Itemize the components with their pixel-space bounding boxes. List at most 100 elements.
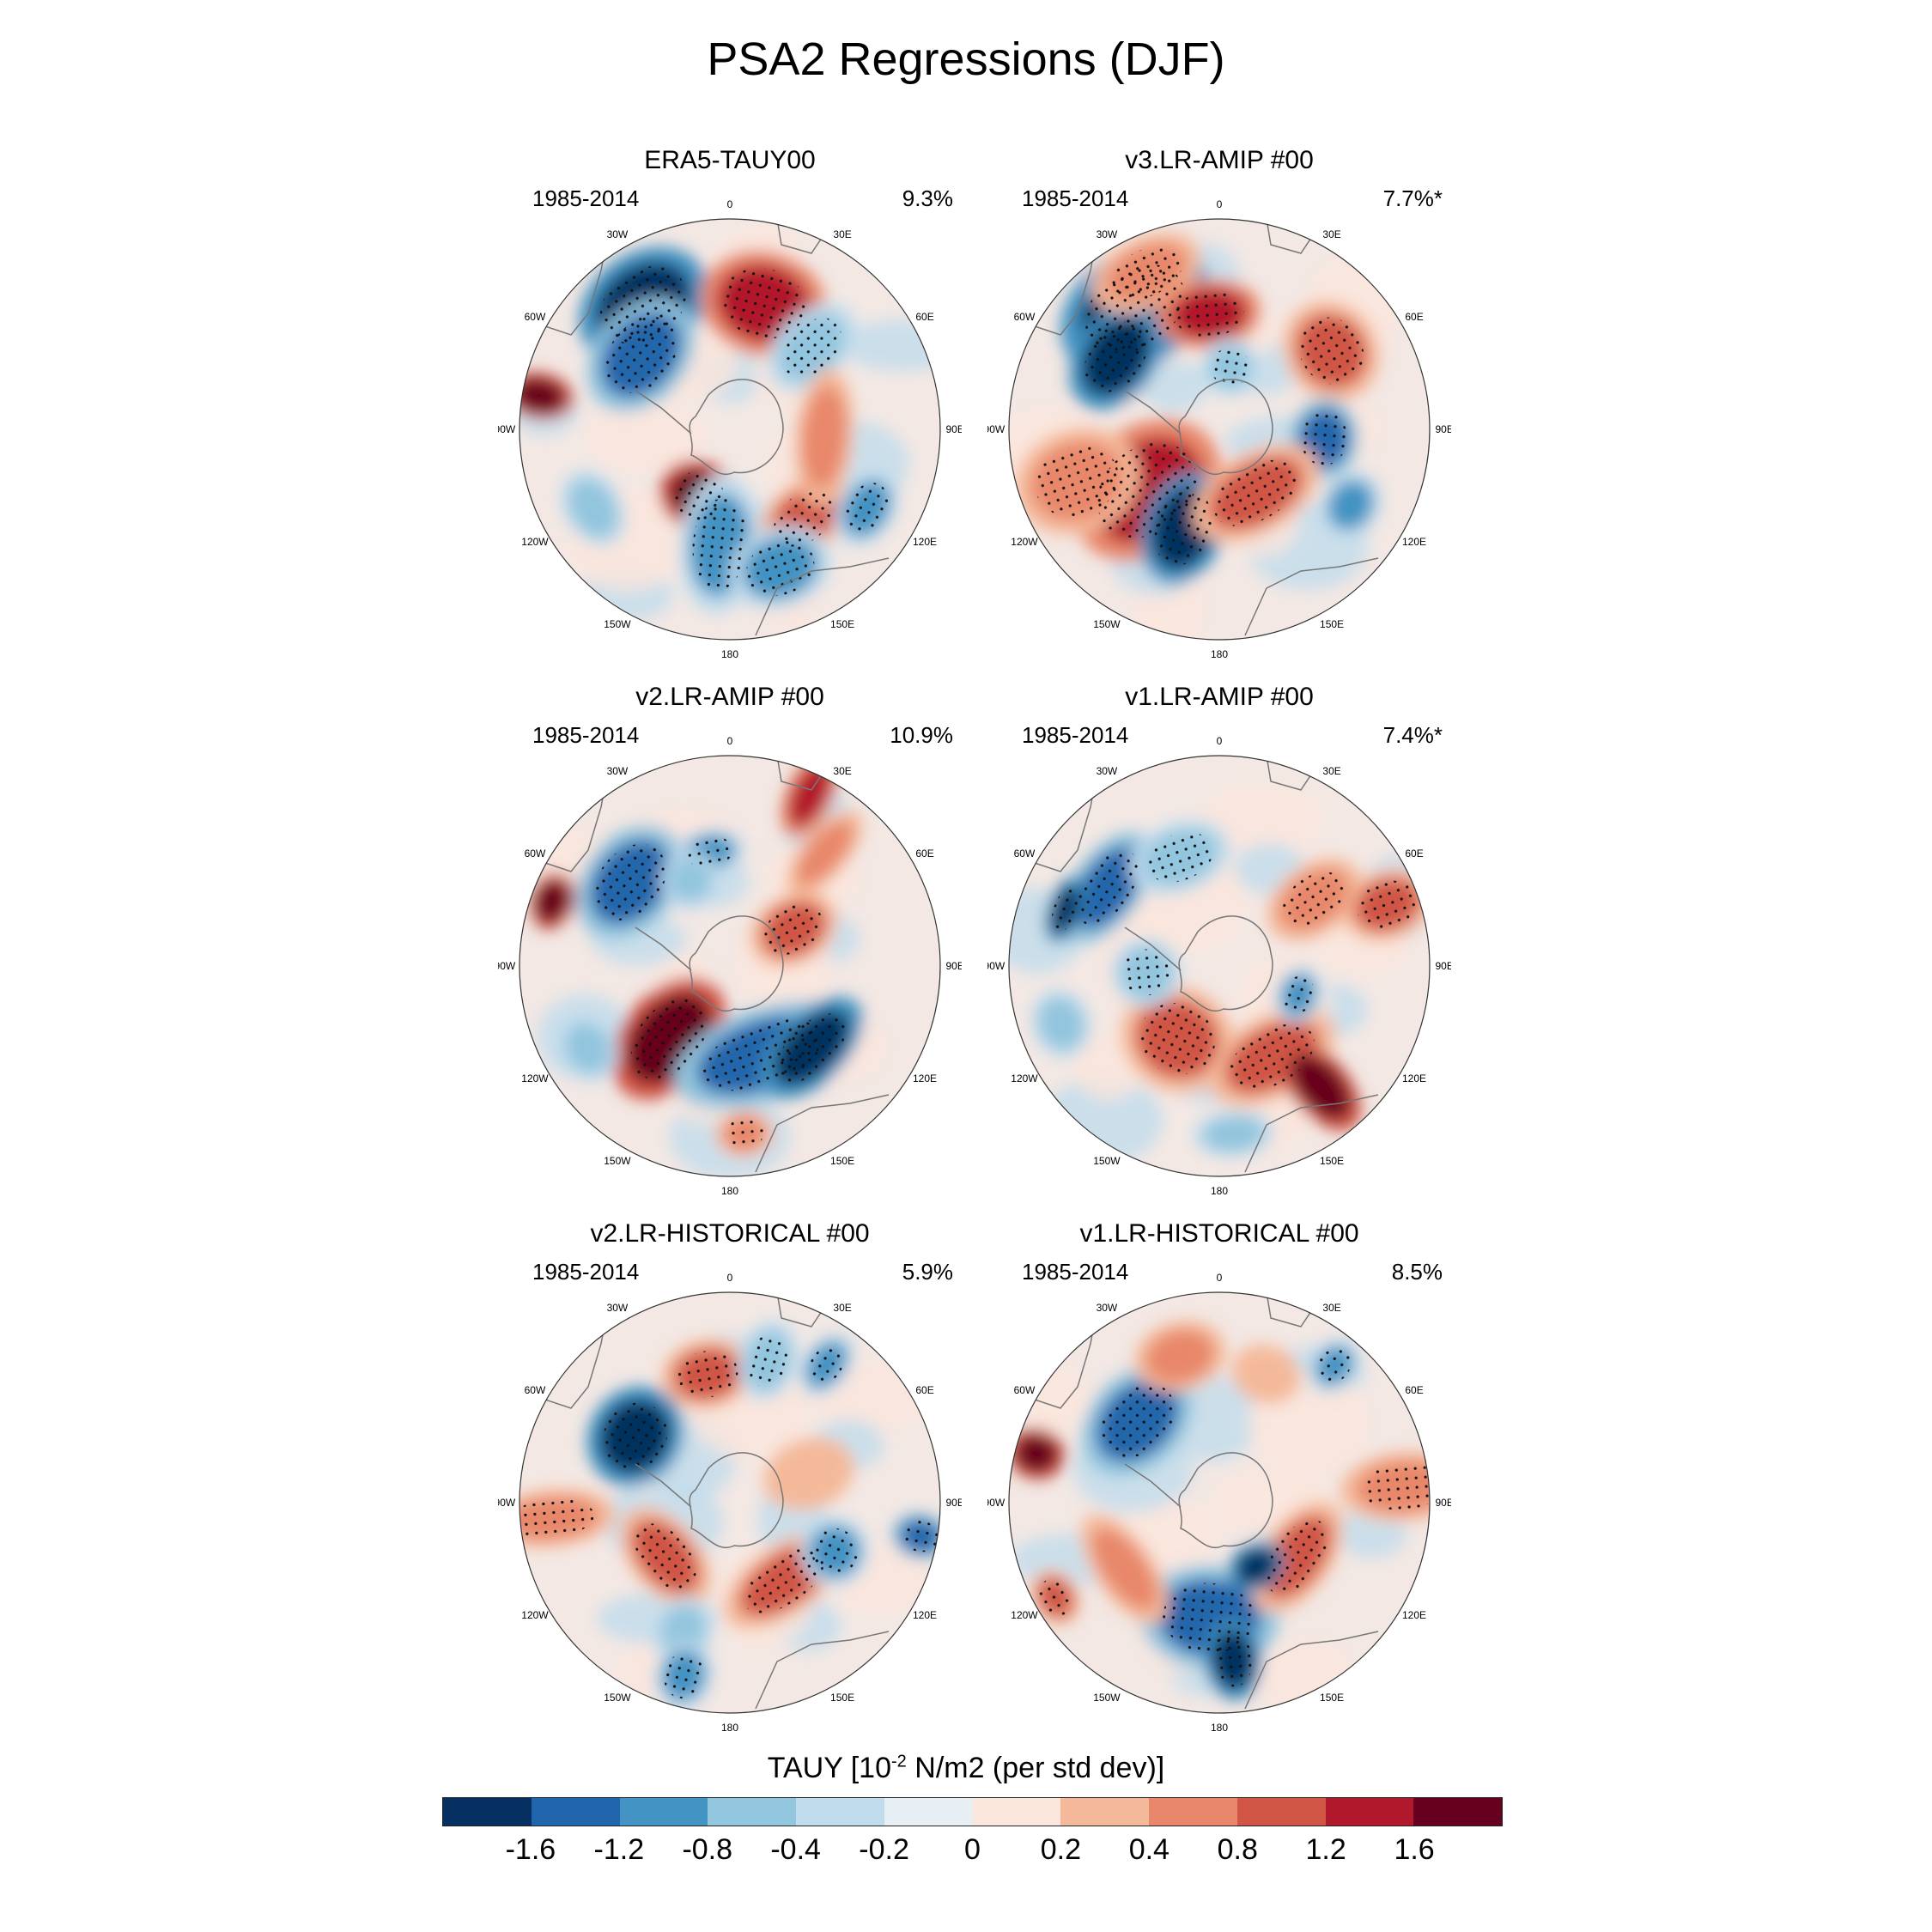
longitude-label: 120W: [521, 536, 549, 548]
longitude-label: 150E: [1320, 618, 1344, 630]
longitude-label: 60W: [525, 311, 546, 323]
longitude-label: 150E: [830, 1155, 854, 1167]
longitude-label: 180: [1211, 1722, 1228, 1734]
panel-period: 1985-2014: [532, 1259, 640, 1285]
longitude-label: 120E: [1402, 1609, 1426, 1621]
longitude-label: 150W: [604, 1692, 631, 1704]
polar-map: 0 30E 60E 90E 120E 150E 180 150W 120W 90W 60W 30W: [498, 198, 962, 660]
longitude-label: 0: [727, 1272, 733, 1284]
significance-stippling: [1282, 975, 1315, 1014]
colorbar-title-exponent: -2: [891, 1752, 907, 1771]
colorbar-tick-label: 0: [964, 1833, 981, 1866]
longitude-label: 30W: [1097, 1302, 1118, 1314]
longitude-label: 30W: [607, 1302, 629, 1314]
longitude-label: 120W: [1011, 1072, 1038, 1084]
longitude-label: 30E: [833, 1302, 851, 1314]
longitude-label: 90E: [1435, 960, 1451, 972]
longitude-label: 30W: [1097, 765, 1118, 777]
positive-anomaly: [802, 386, 847, 489]
colorbar-tick-label: -0.2: [859, 1833, 909, 1866]
significance-stippling: [1316, 1347, 1352, 1384]
longitude-label: 90W: [498, 1497, 516, 1509]
panel-v1-lr-historical: v1.LR-HISTORICAL #00 1985-2014 8.5% 0 30E…: [987, 1219, 1451, 1734]
longitude-label: 150E: [1320, 1692, 1344, 1704]
australia-nz-coastline: [755, 1094, 890, 1173]
significance-stippling: [1035, 445, 1119, 517]
significance-stippling: [1298, 317, 1364, 385]
colorbar-swatch: [972, 1798, 1061, 1826]
panel-variance: 7.4%*: [1382, 722, 1443, 748]
polar-map: 0 30E 60E 90E 120E 150E 180 150W 120W 90W 60W 30W: [987, 735, 1451, 1197]
longitude-label: 30W: [1097, 228, 1118, 240]
significance-stippling: [1300, 411, 1348, 466]
longitude-label: 90E: [1435, 1497, 1451, 1509]
polar-map: 0 30E 60E 90E 120E 150E 180 150W 120W 90W 60W 30W: [498, 735, 962, 1197]
colorbar-swatch: [531, 1798, 620, 1826]
significance-stippling: [744, 1547, 825, 1613]
significance-stippling: [635, 1523, 696, 1590]
panel-v2-lr-amip: v2.LR-AMIP #00 1985-2014 10.9% 0 30E 60E 90…: [498, 683, 962, 1197]
significance-stippling: [746, 539, 815, 596]
significance-stippling: [1282, 872, 1346, 927]
significance-stippling: [1139, 1003, 1215, 1075]
positive-anomaly: [788, 762, 831, 827]
africa-coastline: [1266, 756, 1319, 791]
colorbar-tick-label: -1.6: [505, 1833, 556, 1866]
australia-nz-coastline: [1244, 557, 1379, 636]
africa-coastline: [776, 1292, 829, 1327]
longitude-label: 60E: [915, 1384, 933, 1396]
map-boundary: [519, 1291, 941, 1714]
colorbar: [442, 1797, 1503, 1826]
panel-variance: 8.5%: [1391, 1259, 1443, 1285]
significance-stippling: [605, 316, 677, 393]
longitude-label: 60E: [915, 848, 933, 860]
colorbar-tick-label: -0.4: [770, 1833, 821, 1866]
panel-variance: 9.3%: [902, 185, 953, 211]
australia-nz-coastline: [755, 557, 890, 636]
longitude-label: 120E: [913, 1072, 937, 1084]
significance-stippling: [1122, 949, 1170, 996]
longitude-label: 60W: [525, 848, 546, 860]
australia-nz-coastline: [1244, 1094, 1379, 1173]
panel-title: v1.LR-AMIP #00: [1125, 683, 1314, 711]
significance-stippling: [1154, 490, 1212, 566]
colorbar-tick-label: 1.2: [1305, 1833, 1346, 1866]
colorbar-tick-label: 1.6: [1394, 1833, 1435, 1866]
negative-anomaly: [1204, 1116, 1264, 1151]
map-boundary: [1008, 218, 1431, 641]
panel-title: v1.LR-HISTORICAL #00: [1079, 1219, 1359, 1248]
significance-stippling: [721, 268, 806, 339]
colorbar-tick-label: 0.8: [1217, 1833, 1258, 1866]
field-patch: [1018, 1364, 1088, 1434]
longitude-label: 60W: [1014, 1384, 1036, 1396]
significance-stippling: [1084, 321, 1148, 392]
longitude-label: 150W: [1093, 1692, 1121, 1704]
longitude-label: 180: [721, 1185, 738, 1197]
panel-title: v3.LR-AMIP #00: [1125, 146, 1314, 174]
significance-stippling: [845, 483, 889, 534]
significance-stippling: [777, 1013, 847, 1083]
longitude-label: 30W: [607, 228, 629, 240]
significance-stippling: [1174, 290, 1244, 337]
longitude-label: 150E: [1320, 1155, 1344, 1167]
longitude-label: 120W: [521, 1609, 549, 1621]
significance-stippling: [692, 498, 747, 592]
panel-title: v2.LR-HISTORICAL #00: [590, 1219, 870, 1248]
field-patch: [1123, 1498, 1218, 1568]
significance-stippling: [676, 1351, 738, 1398]
colorbar-tick-label: -1.2: [593, 1833, 645, 1866]
africa-coastline: [776, 219, 829, 254]
positive-anomaly: [534, 880, 570, 923]
longitude-label: 60E: [1405, 1384, 1423, 1396]
colorbar-swatch: [619, 1798, 708, 1826]
significance-stippling: [630, 998, 708, 1079]
longitude-label: 90E: [1435, 423, 1451, 435]
panel-era5: ERA5-TAUY00 1985-2014 9.3% 0 30E 60E 90E 120…: [498, 146, 962, 660]
negative-anomaly: [668, 859, 712, 902]
australia-nz-coastline: [1244, 1631, 1379, 1710]
longitude-label: 90W: [987, 423, 1005, 435]
longitude-label: 60E: [1405, 848, 1423, 860]
australia-nz-coastline: [755, 1631, 890, 1710]
significance-stippling: [811, 1528, 859, 1575]
positive-anomaly: [519, 378, 565, 414]
